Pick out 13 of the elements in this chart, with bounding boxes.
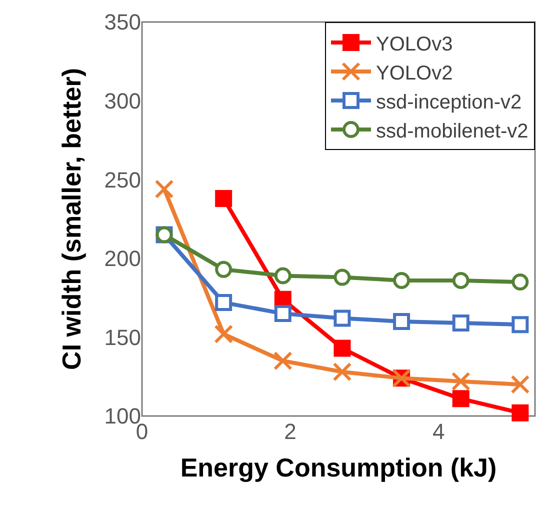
legend-label: ssd-inception-v2: [376, 91, 522, 114]
y-tick-label: 200: [104, 246, 141, 272]
legend-label: ssd-mobilenet-v2: [376, 120, 528, 142]
x-tick-label: 4: [432, 419, 445, 444]
legend-label: YOLOv2: [376, 62, 453, 84]
legend-label: YOLOv3: [376, 33, 453, 56]
y-tick-label: 150: [104, 324, 141, 350]
y-tick-label: 350: [104, 10, 141, 35]
y-axis-title: CI width (smaller, better): [56, 68, 87, 370]
y-tick-label: 250: [104, 167, 141, 192]
x-axis-title: Energy Consumption (kJ): [180, 452, 497, 483]
y-tick-label: 300: [104, 88, 141, 114]
x-tick-label: 2: [284, 419, 296, 444]
